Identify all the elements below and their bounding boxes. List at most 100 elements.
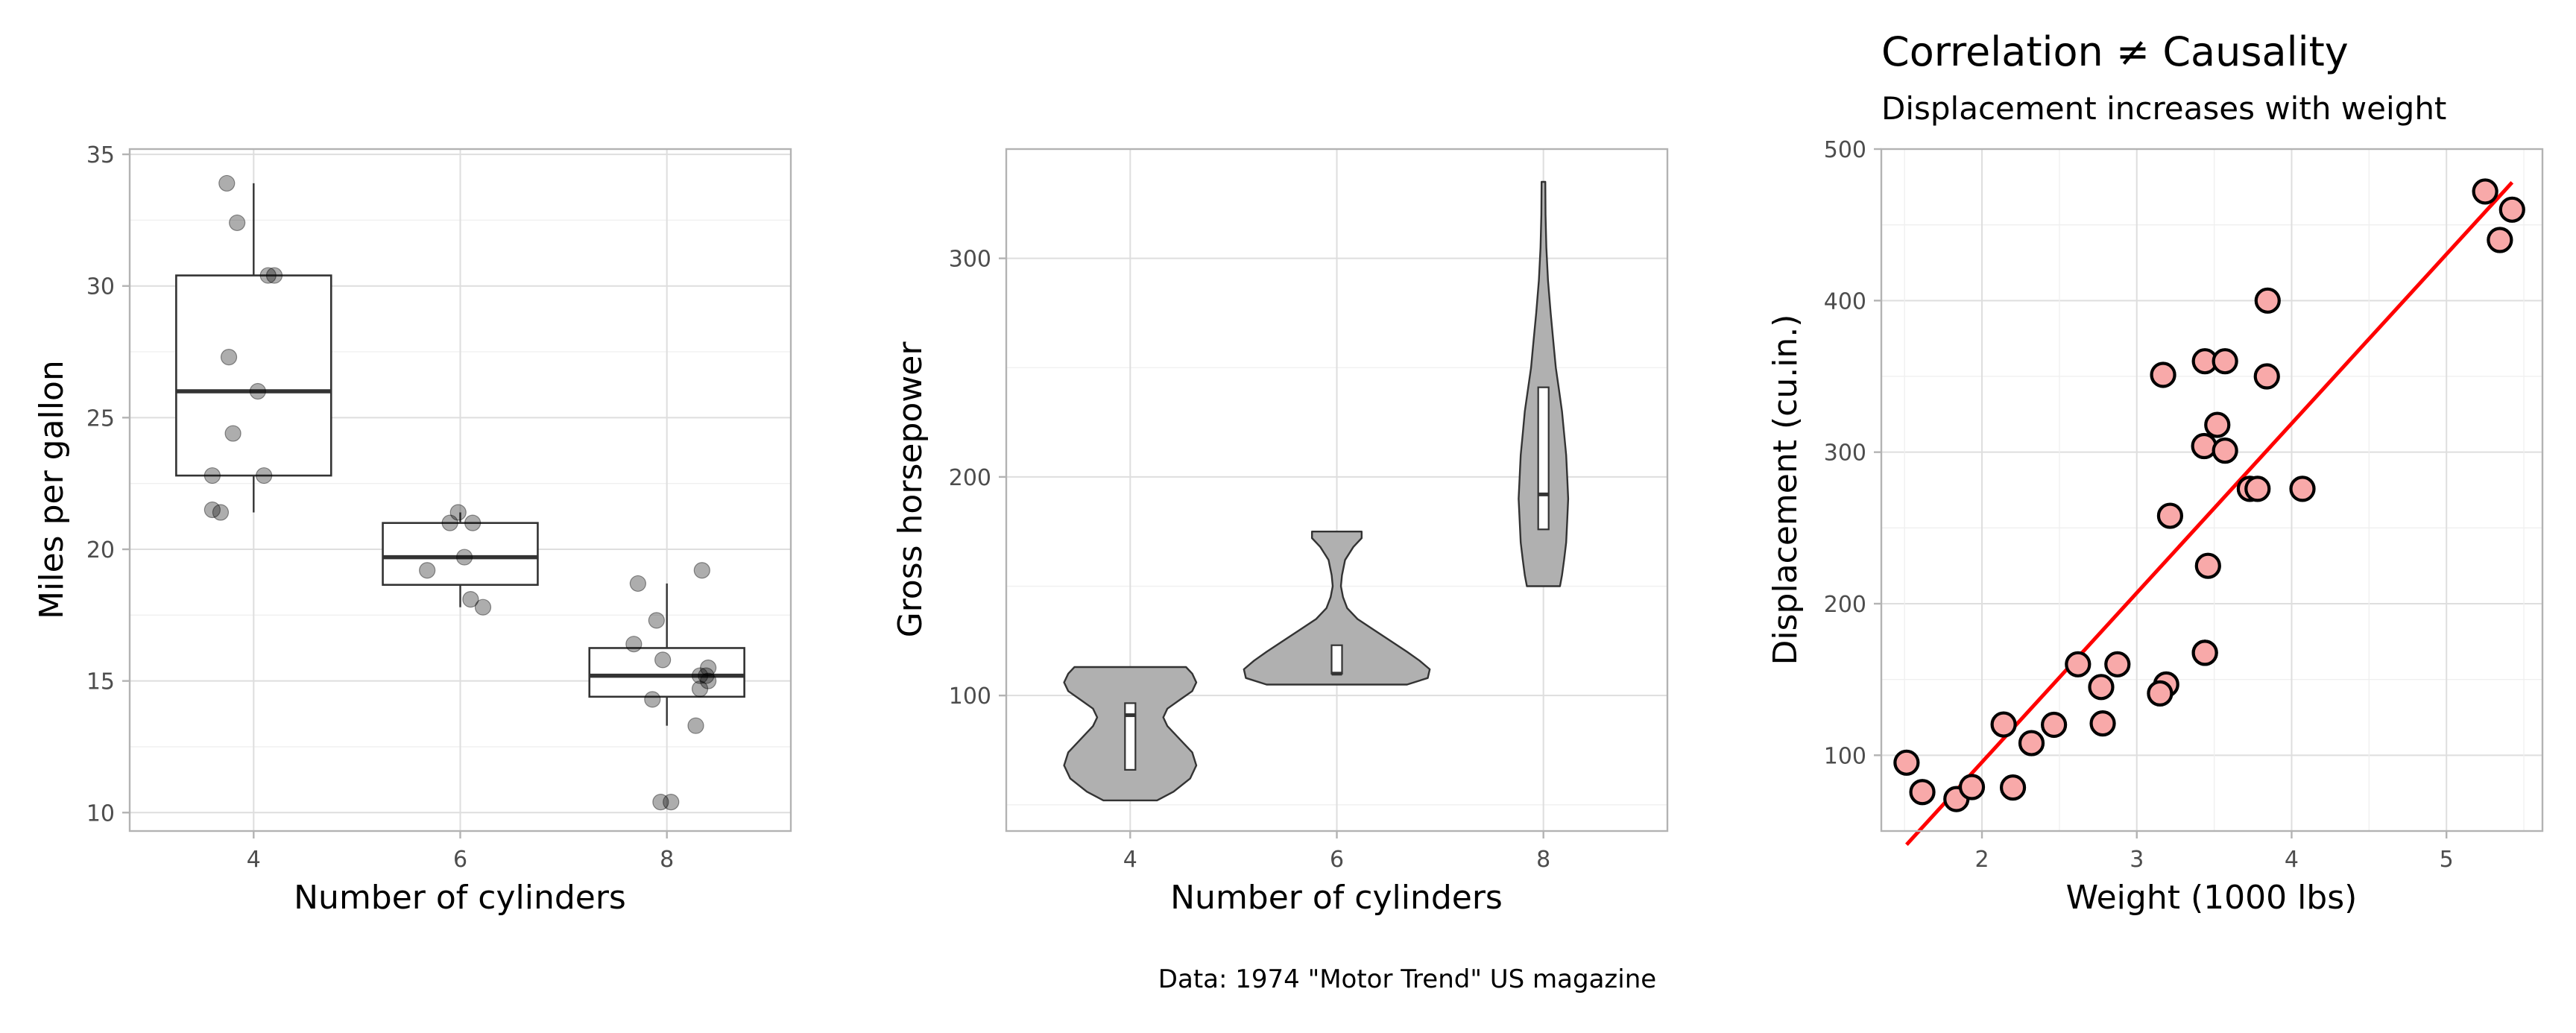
data-point <box>265 267 283 284</box>
data-point <box>2194 552 2221 579</box>
data-point <box>648 612 665 629</box>
panel-border <box>1880 148 2544 833</box>
data-point <box>2147 680 2174 707</box>
data-point <box>1909 779 1936 806</box>
y-tick-label: 30 <box>86 274 115 300</box>
data-point <box>2498 196 2525 223</box>
x-tick-label: 6 <box>1330 847 1344 873</box>
data-point <box>203 467 221 484</box>
data-point <box>2212 348 2238 375</box>
chart-title: Correlation ≠ Causality <box>1881 28 2349 75</box>
data-point <box>687 717 704 734</box>
y-axis-title: Displacement (cu.in.) <box>1767 315 1805 666</box>
data-point <box>464 514 482 531</box>
data-point <box>2041 711 2068 739</box>
x-tick-label: 3 <box>2130 847 2144 873</box>
y-tick-label: 300 <box>1824 440 1866 467</box>
mpg-boxplot-panel: 10 15 20 25 30 35 4 6 8 Number of cylinders Mile… <box>33 142 792 917</box>
data-point <box>2204 411 2231 438</box>
data-point <box>218 174 236 192</box>
y-tick-label: 200 <box>1824 592 1866 618</box>
data-point <box>625 636 643 653</box>
y-tick-label: 15 <box>86 669 115 695</box>
y-tick-label: 25 <box>86 405 115 432</box>
data-point <box>2487 227 2513 253</box>
data-point <box>256 467 273 484</box>
x-tick-label: 8 <box>660 847 674 873</box>
x-axis-title: Weight (1000 lbs) <box>2066 879 2358 917</box>
data-point <box>224 425 242 442</box>
y-tick-label: 200 <box>949 465 991 491</box>
data-point <box>212 504 230 521</box>
data-point <box>1893 749 1920 776</box>
y-tick-label: 100 <box>1824 743 1866 769</box>
x-axis-title: Number of cylinders <box>294 879 626 917</box>
data-point <box>2191 432 2217 460</box>
data-point <box>419 562 436 579</box>
grid <box>1881 148 2542 831</box>
y-tick-label: 20 <box>86 537 115 563</box>
caption: Data: 1974 "Motor Trend" US magazine <box>1158 964 1656 994</box>
data-point <box>2089 710 2116 737</box>
data-point <box>2472 178 2498 205</box>
data-point <box>249 382 266 400</box>
x-tick-label: 8 <box>1536 847 1550 873</box>
y-tick-label: 500 <box>1824 137 1866 163</box>
plot-marks <box>175 174 745 811</box>
data-point <box>2244 476 2271 502</box>
box <box>382 522 539 586</box>
x-tick-label: 5 <box>2440 847 2454 873</box>
box <box>175 274 332 477</box>
axis-ticks: 100 200 300 4 6 8 <box>949 247 1551 873</box>
data-point <box>441 514 458 531</box>
chart-subtitle: Displacement increases with weight <box>1881 90 2446 127</box>
plot-marks <box>1063 180 1570 802</box>
axis-ticks: 100 200 300 400 500 2 3 4 5 <box>1824 137 2454 873</box>
data-point <box>2150 361 2176 388</box>
data-point <box>698 667 715 684</box>
y-tick-label: 10 <box>86 800 115 827</box>
data-point <box>2104 651 2131 677</box>
y-tick-label: 400 <box>1824 288 1866 315</box>
data-point <box>2253 363 2280 390</box>
x-tick-label: 6 <box>453 847 467 873</box>
data-point <box>2191 639 2218 666</box>
horsepower-violin-panel: 100 200 300 4 6 8 Number of cylinders Gross h… <box>891 148 1669 917</box>
data-point <box>203 501 221 519</box>
data-point <box>455 549 473 566</box>
axis-ticks: 10 15 20 25 30 35 4 6 8 <box>86 142 674 873</box>
y-tick-label: 35 <box>86 142 115 168</box>
data-point <box>462 591 479 608</box>
y-axis-title: Miles per gallon <box>33 360 71 619</box>
y-axis-title: Gross horsepower <box>891 341 929 638</box>
data-point <box>2018 730 2045 756</box>
violin-shape <box>1518 180 1570 587</box>
weight-displacement-scatter-panel: Correlation ≠ Causality Displacement inc… <box>1767 28 2544 917</box>
violin-shape <box>1243 531 1431 686</box>
data-point <box>220 348 238 366</box>
x-tick-label: 2 <box>1974 847 1989 873</box>
data-point <box>629 575 646 593</box>
data-point <box>2156 502 2184 529</box>
plot-marks <box>1893 178 2525 846</box>
data-point <box>2212 437 2238 464</box>
x-axis-title: Number of cylinders <box>1170 879 1503 917</box>
data-point <box>644 691 661 708</box>
data-point <box>1999 774 2027 801</box>
violin-box <box>1537 386 1550 531</box>
data-point <box>2254 287 2281 314</box>
data-point <box>654 651 672 669</box>
box <box>588 647 745 698</box>
data-point <box>259 267 277 284</box>
data-point <box>474 598 492 616</box>
y-tick-label: 300 <box>949 247 991 273</box>
data-point <box>1990 711 2017 738</box>
violin-box <box>1124 702 1137 771</box>
data-point <box>229 214 246 232</box>
violin-box <box>1330 644 1343 675</box>
data-point <box>663 794 680 811</box>
data-point <box>691 680 709 698</box>
x-tick-label: 4 <box>247 847 261 873</box>
